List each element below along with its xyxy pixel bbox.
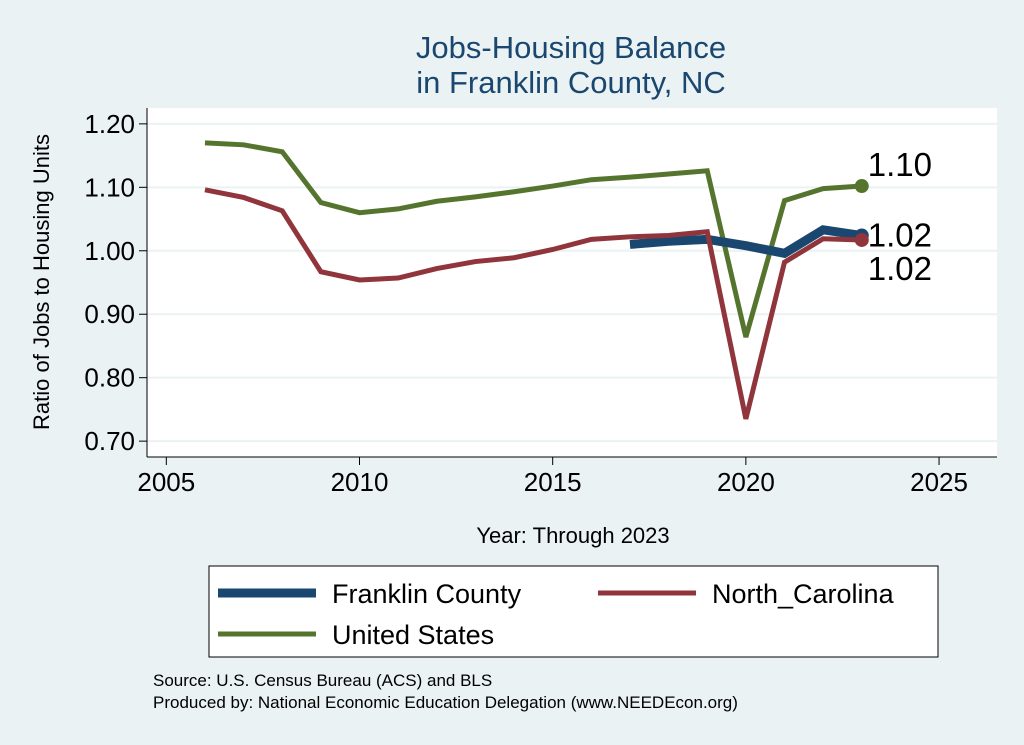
endpoint-group: 1.10 1.021.02 [854, 146, 932, 287]
legend: Franklin County North_Carolina United Stat… [218, 579, 895, 650]
y-tick-label: 0.90 [84, 299, 135, 329]
end-label-franklin-county: 1.02 [868, 217, 932, 254]
x-tick-label: 2020 [717, 467, 775, 497]
y-tick-label: 1.10 [84, 172, 135, 202]
legend-box [208, 565, 939, 658]
chart-title-line1: Jobs-Housing Balance [416, 30, 726, 65]
legend-label-north-carolina: North_Carolina [712, 579, 895, 609]
y-tick-label: 1.00 [84, 236, 135, 266]
chart-title-line2: in Franklin County, NC [416, 65, 726, 100]
end-label-united-states: 1.10 [868, 146, 932, 183]
series-line-united-states [204, 140, 862, 338]
endpoint-marker-united-states [854, 179, 869, 194]
x-axis-title: Year: Through 2023 [476, 523, 669, 548]
legend-label-franklin-county: Franklin County [332, 579, 522, 609]
y-tick-label: 0.80 [84, 363, 135, 393]
endpoint-marker-north-carolina [854, 232, 869, 247]
x-tick-label: 2010 [331, 467, 389, 497]
y-tick-label: 1.20 [84, 109, 135, 139]
x-ticks: 2005 2010 2015 2020 2025 [137, 457, 968, 497]
source-line-1: Source: U.S. Census Bureau (ACS) and BLS [153, 671, 492, 690]
x-tick-label: 2025 [910, 467, 968, 497]
series-group [204, 140, 863, 420]
y-ticks: 0.70 0.80 0.90 1.00 1.10 1.20 [84, 109, 147, 456]
x-tick-label: 2015 [524, 467, 582, 497]
plot-area [147, 108, 997, 457]
grid [147, 122, 997, 443]
y-axis-title: Ratio of Jobs to Housing Units [29, 134, 54, 430]
y-tick-label: 0.70 [84, 426, 135, 456]
series-line-north-carolina [204, 187, 862, 420]
series-line-franklin-county [629, 225, 863, 259]
legend-label-united-states: United States [332, 620, 494, 650]
end-label-north-carolina: 1.02 [868, 250, 932, 287]
x-tick-label: 2005 [137, 467, 195, 497]
source-line-2: Produced by: National Economic Education… [153, 693, 738, 712]
